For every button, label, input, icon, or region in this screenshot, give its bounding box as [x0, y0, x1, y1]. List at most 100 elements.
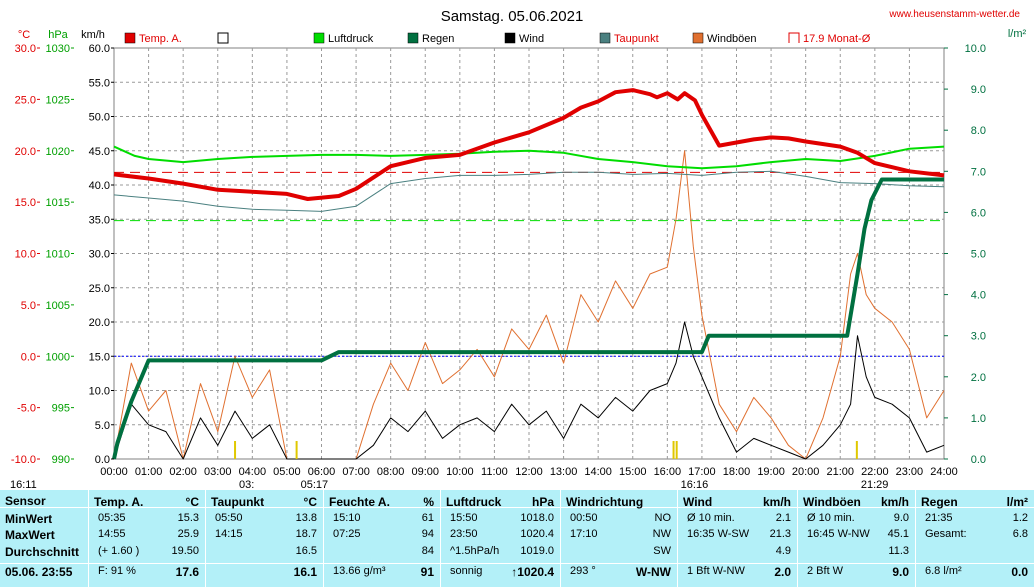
side-label-max: MaxWert [5, 528, 55, 542]
column-title: Feuchte A. [329, 495, 390, 509]
cell-value: 19.50 [171, 545, 199, 557]
table-column: Feuchte A.% 15:10 61 07:25 94 84 13.66 g/m³ 91 [323, 490, 441, 587]
column-title: Regen [921, 495, 958, 509]
cell-value: 16.1 [293, 565, 317, 579]
cell-label: 00:50 [570, 512, 598, 524]
cell-label: Gesamt: [925, 528, 967, 540]
cell-value: 13.8 [295, 512, 317, 524]
axis-tick-label: -10.0 [11, 454, 36, 466]
axis-tick-label: 5.0 [95, 420, 110, 432]
table-column: Wind km/h Ø 10 min. 2.1 16:35 W-SW 21.3 4.9 1 B… [677, 490, 798, 587]
cell-label: 6.8 l/m² [925, 565, 962, 577]
axis-tick-label: 20.0 [15, 146, 36, 158]
column-title: Taupunkt [211, 495, 265, 509]
marker-label: 16:11 [10, 479, 37, 490]
cell-label: 14:15 [215, 528, 243, 540]
axis-tick-label: 0.0 [95, 454, 110, 466]
x-tick-label: 01:00 [135, 466, 163, 478]
axis-tick-label: 1030 [46, 43, 70, 55]
legend: Temp. A. Luftdruck Regen Wind Taupunkt Windbö… [124, 32, 871, 45]
side-label-min: MinWert [5, 512, 53, 526]
cell-value: NO [654, 512, 672, 524]
column-unit: °C [185, 495, 199, 509]
axis-tick-label: 1.0 [971, 413, 986, 425]
axis-tick-label: 0.0 [971, 454, 986, 466]
cell-value: 1019.0 [520, 545, 554, 557]
markers: 16:11 05:17 03: 16:16 21:29 [10, 441, 888, 490]
x-tick-label: 19:00 [757, 466, 785, 478]
x-tick-label: 04:00 [239, 466, 267, 478]
legend-label: Temp. A. [139, 33, 182, 45]
x-tick-label: 06:00 [308, 466, 336, 478]
cell-value: 25.9 [177, 528, 199, 540]
cell-label: sonnig [450, 565, 483, 577]
cell-value: 18.7 [295, 528, 317, 540]
x-tick-label: 14:00 [584, 466, 612, 478]
side-label-current: 05.06. 23:55 [5, 565, 73, 579]
legend-label: Taupunkt [614, 33, 659, 45]
table-column: Windböen km/h Ø 10 min. 9.0 16:45 W-NW 45.1 11… [797, 490, 916, 587]
legend-label: Luftdruck [328, 33, 374, 45]
column-title: Windböen [803, 495, 861, 509]
table-column: Windrichtung 00:50 NO 17:10 NW SW 293 ° W-NW [560, 490, 678, 587]
table-column: Temp. A. °C 05:35 15.3 14:55 25.9 (+ 1.60 ) 19.… [88, 490, 206, 587]
table-column: Luftdruck hPa 15:50 1018.0 23:50 1020.4 ^1.5hP… [440, 490, 561, 587]
cell-value: 1018.0 [520, 512, 554, 524]
marker-label: 05:17 [301, 479, 329, 490]
unit-pressure-label: hPa [48, 29, 68, 41]
x-tick-label: 11:00 [481, 466, 508, 478]
axis-tick-label: 1025 [46, 94, 70, 106]
axis-tick-label: 25.0 [15, 94, 36, 106]
x-tick-label: 05:00 [273, 466, 301, 478]
cell-label: 1 Bft W-NW [687, 565, 745, 577]
reference-lines [114, 171, 944, 357]
axis-tick-label: 1010 [46, 249, 70, 261]
cell-value: 2.1 [775, 512, 791, 524]
cell-label: 16:35 W-SW [687, 528, 750, 540]
column-unit: hPa [531, 495, 554, 509]
axis-tick-label: 45.0 [89, 146, 110, 158]
site-url: www.heusenstamm-wetter.de [888, 9, 1020, 20]
axis-tick-label: 3.0 [971, 331, 986, 343]
column-title: Temp. A. [94, 495, 144, 509]
legend-label: Wind [519, 33, 544, 45]
unit-wind-label: km/h [81, 29, 105, 41]
axis-tick-label: 1020 [46, 146, 70, 158]
column-title: Wind [683, 495, 713, 509]
axis-tick-label: 60.0 [89, 43, 110, 55]
axis-tick-label: 30.0 [15, 43, 36, 55]
cell-label: (+ 1.60 ) [98, 545, 140, 557]
cell-label: Ø 10 min. [807, 512, 855, 524]
cell-label: 16:45 W-NW [807, 528, 870, 540]
axis-tick-label: 10.0 [89, 386, 110, 398]
marker-label: 03: [239, 479, 254, 490]
cell-value: 16.5 [295, 545, 317, 557]
cell-label: 23:50 [450, 528, 478, 540]
cell-label: ^1.5hPa/h [450, 545, 500, 557]
legend-swatch [313, 32, 325, 44]
x-tick-label: 18:00 [723, 466, 751, 478]
column-title: Luftdruck [446, 495, 502, 509]
x-tick-label: 21:00 [826, 466, 854, 478]
x-tick-label: 09:00 [411, 466, 439, 478]
weather-chart: Samstag. 05.06.2021 www.heusenstamm-wett… [10, 8, 1027, 490]
legend-swatch [504, 32, 516, 44]
table-column: Taupunkt °C 05:50 13.8 14:15 18.7 16.5 16.1 [205, 490, 324, 587]
cell-value: ↑1020.4 [511, 565, 554, 579]
cell-value: 0.0 [1011, 565, 1028, 579]
series-line-windb-en [113, 150, 945, 460]
cell-value: 94 [421, 528, 434, 540]
x-tick-label: 00:00 [100, 466, 128, 478]
series-line-luftdruck [113, 145, 945, 170]
cell-label: 2 Bft W [807, 565, 844, 577]
legend-swatch [217, 32, 229, 44]
x-tick-label: 15:00 [619, 466, 647, 478]
axis-tick-label: 25.0 [89, 283, 110, 295]
legend-label: 17.9 Monat-Ø [803, 33, 871, 45]
cell-label: 13.66 g/m³ [333, 565, 386, 577]
axis-tick-label: 10.0 [15, 249, 36, 261]
axis-tick-label: 8.0 [971, 125, 986, 137]
cell-label: 15:10 [333, 512, 361, 524]
axis-tick-label: 1000 [46, 351, 70, 363]
axis-tick-label: 4.0 [971, 290, 986, 302]
